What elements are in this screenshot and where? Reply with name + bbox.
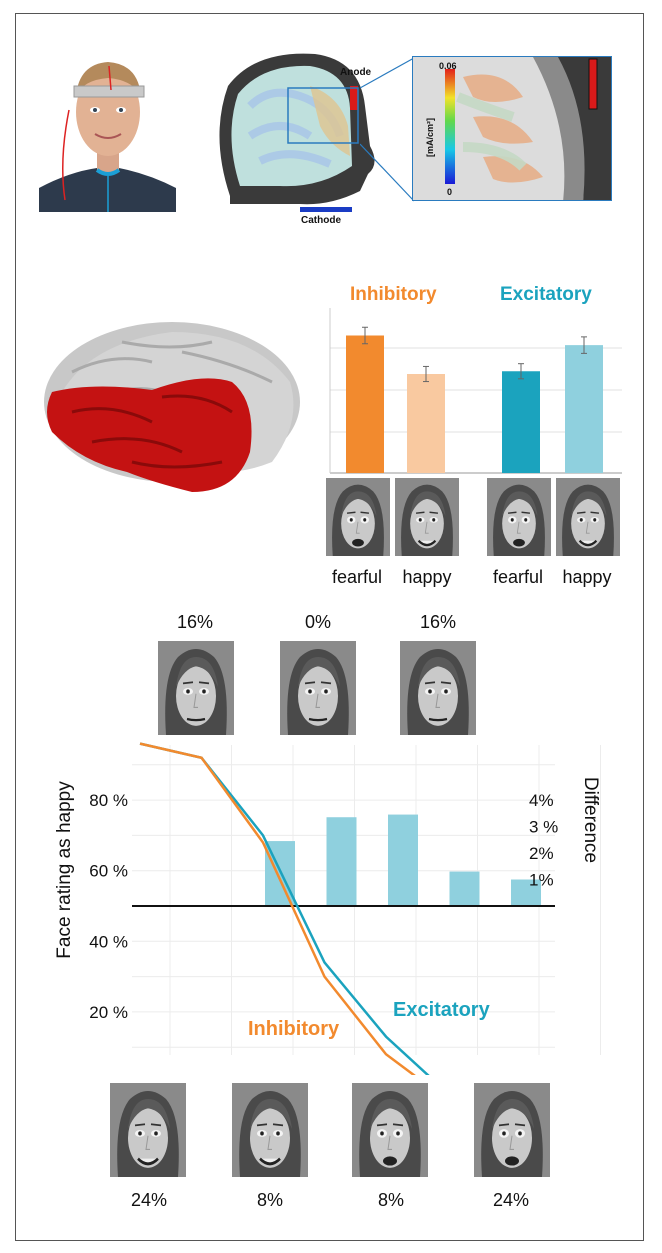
- face-label-exc-fearful: fearful: [492, 567, 544, 587]
- error-bar-0: [362, 326, 368, 345]
- y-right-tick-label: 2%: [529, 844, 554, 863]
- colorbar: [445, 69, 455, 184]
- bar-3: [565, 345, 603, 473]
- top-percent-2: 0%: [304, 612, 331, 632]
- face-top-2: [280, 641, 356, 735]
- inhibitory-line-label: Inhibitory: [248, 1018, 340, 1040]
- difference-bar: [511, 879, 541, 906]
- colorbar-max: 0.06: [439, 61, 457, 71]
- face-exc-fearful: [487, 478, 551, 556]
- y-tick-label: 20 %: [89, 1003, 128, 1022]
- face-top-1: [158, 641, 234, 735]
- bar-1: [407, 374, 445, 473]
- bottom-percent-4: 24%: [492, 1190, 530, 1210]
- excitatory-line: [139, 742, 430, 1075]
- face-top-3: [400, 641, 476, 735]
- bar-2: [502, 371, 540, 473]
- anode-label: Anode: [340, 67, 372, 78]
- face-label-exc-happy: happy: [562, 567, 612, 587]
- current-density-zoom: 0.06 0 [mA/cm²]: [412, 56, 612, 201]
- difference-bar: [449, 871, 480, 906]
- difference-bar: [326, 817, 357, 906]
- inhibitory-line: [139, 742, 416, 1075]
- y-right-tick-label: 4%: [529, 791, 554, 810]
- bottom-percent-3: 8%: [377, 1190, 404, 1210]
- face-exc-happy: [556, 478, 620, 556]
- y-tick-label: 60 %: [89, 862, 128, 881]
- face-label-inh-fearful: fearful: [331, 567, 383, 587]
- face-bottom-4: [474, 1083, 550, 1177]
- bar-0: [346, 335, 384, 473]
- top-percent-3: 16%: [419, 612, 457, 632]
- face-bottom-3: [352, 1083, 428, 1177]
- error-bar-2: [518, 363, 524, 380]
- face-inh-fearful: [326, 478, 390, 556]
- error-bar-3: [581, 336, 587, 354]
- colorbar-unit: [mA/cm²]: [425, 118, 435, 157]
- top-percent-1: 16%: [176, 612, 214, 632]
- y-tick-label: 40 %: [89, 932, 128, 951]
- emotion-bar-chart: [329, 308, 622, 474]
- y-axis-right-label: Difference: [580, 777, 601, 863]
- cathode-label: Cathode: [301, 215, 341, 226]
- face-bottom-1: [110, 1083, 186, 1177]
- difference-bar: [388, 814, 418, 906]
- y-right-tick-label: 1%: [529, 871, 554, 890]
- bottom-percent-2: 8%: [256, 1190, 283, 1210]
- colorbar-min: 0: [447, 187, 452, 197]
- zoom-lines: [360, 57, 415, 202]
- brain-3d: [32, 312, 302, 502]
- excitatory-title: Excitatory: [500, 284, 592, 305]
- error-bar-1: [423, 365, 429, 383]
- morph-rating-chart: 80 % 60 % 40 % 20 % 4% 3 % 2% 1% Face rating a…: [54, 742, 601, 1075]
- head-model: Anode Cathode: [210, 46, 385, 226]
- y-tick-label: 80 %: [89, 791, 128, 810]
- excitatory-line-label: Excitatory: [393, 999, 491, 1021]
- face-label-inh-happy: happy: [402, 567, 452, 587]
- participant-photo: [39, 50, 176, 212]
- figure-frame: [15, 13, 644, 1241]
- bottom-percent-1: 24%: [130, 1190, 168, 1210]
- y-axis-label: Face rating as happy: [54, 781, 75, 959]
- y-right-tick-label: 3 %: [529, 818, 558, 837]
- face-inh-happy: [395, 478, 459, 556]
- inhibitory-title: Inhibitory: [350, 284, 437, 305]
- face-bottom-2: [232, 1083, 308, 1177]
